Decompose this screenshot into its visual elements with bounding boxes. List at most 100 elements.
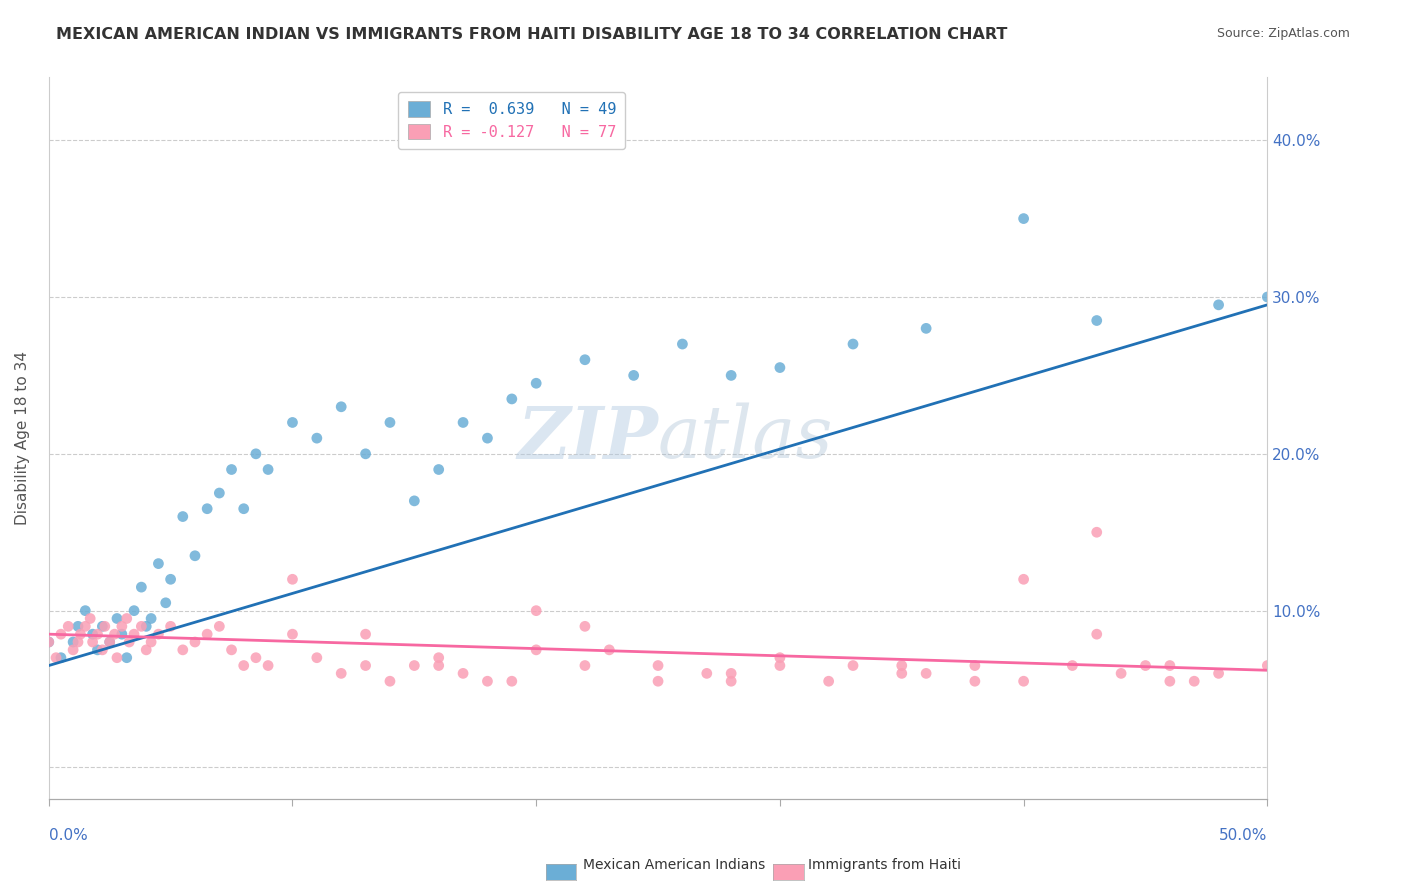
Text: Source: ZipAtlas.com: Source: ZipAtlas.com bbox=[1216, 27, 1350, 40]
Point bbox=[1012, 674, 1035, 689]
Point bbox=[105, 650, 128, 665]
Point bbox=[720, 368, 742, 383]
Point bbox=[155, 596, 177, 610]
Point bbox=[139, 635, 162, 649]
Point bbox=[842, 337, 865, 351]
Point bbox=[195, 501, 218, 516]
Point bbox=[1182, 674, 1205, 689]
Point bbox=[769, 650, 792, 665]
Point bbox=[98, 635, 121, 649]
Point bbox=[574, 352, 596, 367]
Point bbox=[305, 650, 328, 665]
Point bbox=[1256, 658, 1278, 673]
Point bbox=[354, 447, 377, 461]
Point bbox=[66, 635, 89, 649]
Point bbox=[963, 674, 986, 689]
Point bbox=[118, 635, 141, 649]
Point bbox=[1109, 666, 1132, 681]
Point bbox=[305, 431, 328, 445]
Point bbox=[281, 627, 304, 641]
Point bbox=[115, 650, 138, 665]
Point bbox=[451, 416, 474, 430]
Point bbox=[1062, 658, 1084, 673]
Point bbox=[122, 604, 145, 618]
Text: Mexican American Indians: Mexican American Indians bbox=[583, 858, 766, 872]
Point bbox=[1208, 298, 1230, 312]
Point bbox=[524, 643, 547, 657]
Text: 0.0%: 0.0% bbox=[49, 828, 87, 843]
Point bbox=[647, 674, 669, 689]
Point bbox=[354, 627, 377, 641]
Point bbox=[696, 666, 718, 681]
Point bbox=[232, 658, 254, 673]
Point bbox=[49, 650, 72, 665]
Point bbox=[404, 658, 426, 673]
Point bbox=[281, 416, 304, 430]
Point bbox=[148, 557, 170, 571]
Point bbox=[1085, 313, 1108, 327]
Point bbox=[574, 658, 596, 673]
Point bbox=[378, 416, 401, 430]
Point bbox=[159, 572, 181, 586]
Point bbox=[245, 650, 267, 665]
Point bbox=[115, 611, 138, 625]
Point bbox=[111, 627, 134, 641]
Point bbox=[769, 360, 792, 375]
Point bbox=[281, 572, 304, 586]
Point bbox=[49, 627, 72, 641]
Point bbox=[62, 643, 84, 657]
Point bbox=[623, 368, 645, 383]
Point bbox=[45, 650, 67, 665]
Point bbox=[75, 619, 97, 633]
Point bbox=[69, 627, 91, 641]
Point bbox=[330, 400, 353, 414]
Point bbox=[720, 674, 742, 689]
Point bbox=[890, 666, 912, 681]
Point bbox=[817, 674, 839, 689]
Point bbox=[232, 501, 254, 516]
Point bbox=[574, 619, 596, 633]
Point bbox=[139, 611, 162, 625]
Point bbox=[477, 674, 499, 689]
Point bbox=[38, 635, 60, 649]
Point bbox=[172, 643, 194, 657]
Point bbox=[404, 494, 426, 508]
Point bbox=[524, 604, 547, 618]
Point bbox=[135, 619, 157, 633]
Point bbox=[221, 643, 243, 657]
Point bbox=[1012, 572, 1035, 586]
Point bbox=[501, 674, 523, 689]
Text: 50.0%: 50.0% bbox=[1219, 828, 1267, 843]
Point bbox=[86, 627, 108, 641]
Point bbox=[82, 635, 104, 649]
Point bbox=[1085, 627, 1108, 641]
Point bbox=[103, 627, 125, 641]
Point bbox=[66, 619, 89, 633]
Point bbox=[79, 611, 101, 625]
Point bbox=[769, 658, 792, 673]
Point bbox=[427, 658, 450, 673]
Point bbox=[172, 509, 194, 524]
Point bbox=[131, 619, 153, 633]
Point bbox=[427, 650, 450, 665]
Point bbox=[915, 321, 938, 335]
Point bbox=[184, 635, 207, 649]
Point bbox=[245, 447, 267, 461]
Point bbox=[501, 392, 523, 406]
Point bbox=[91, 619, 114, 633]
Text: Immigrants from Haiti: Immigrants from Haiti bbox=[808, 858, 962, 872]
Point bbox=[330, 666, 353, 681]
Point bbox=[122, 627, 145, 641]
Point bbox=[58, 619, 80, 633]
Point bbox=[195, 627, 218, 641]
Point bbox=[842, 658, 865, 673]
Text: MEXICAN AMERICAN INDIAN VS IMMIGRANTS FROM HAITI DISABILITY AGE 18 TO 34 CORRELA: MEXICAN AMERICAN INDIAN VS IMMIGRANTS FR… bbox=[56, 27, 1008, 42]
Point bbox=[427, 462, 450, 476]
Point bbox=[159, 619, 181, 633]
Point bbox=[111, 619, 134, 633]
Point bbox=[38, 635, 60, 649]
Point bbox=[1159, 658, 1181, 673]
Point bbox=[208, 619, 231, 633]
Point bbox=[1208, 666, 1230, 681]
Point bbox=[94, 619, 117, 633]
